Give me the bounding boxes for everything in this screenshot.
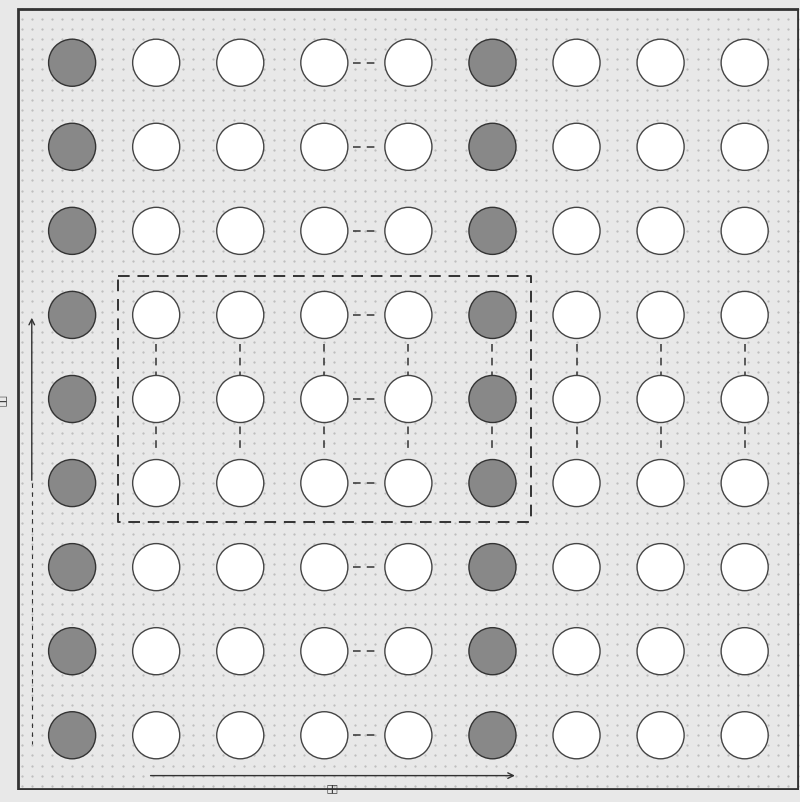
Circle shape	[553, 124, 600, 171]
Circle shape	[217, 40, 264, 87]
Circle shape	[469, 40, 516, 87]
Circle shape	[49, 376, 96, 423]
Circle shape	[385, 712, 432, 759]
Circle shape	[553, 40, 600, 87]
Circle shape	[49, 208, 96, 255]
Circle shape	[217, 628, 264, 675]
Circle shape	[133, 124, 180, 171]
Circle shape	[637, 40, 684, 87]
Circle shape	[133, 628, 180, 675]
Circle shape	[133, 544, 180, 591]
Circle shape	[721, 292, 768, 339]
Circle shape	[721, 124, 768, 171]
Circle shape	[721, 544, 768, 591]
Circle shape	[637, 460, 684, 507]
Circle shape	[385, 460, 432, 507]
Circle shape	[721, 712, 768, 759]
Circle shape	[637, 292, 684, 339]
Circle shape	[301, 208, 348, 255]
Circle shape	[553, 208, 600, 255]
Circle shape	[49, 40, 96, 87]
Circle shape	[301, 544, 348, 591]
Circle shape	[469, 376, 516, 423]
Circle shape	[385, 544, 432, 591]
Circle shape	[469, 712, 516, 759]
Circle shape	[301, 124, 348, 171]
Circle shape	[301, 376, 348, 423]
Circle shape	[49, 544, 96, 591]
Circle shape	[721, 628, 768, 675]
Circle shape	[721, 40, 768, 87]
Circle shape	[385, 628, 432, 675]
Circle shape	[637, 712, 684, 759]
Circle shape	[553, 292, 600, 339]
Circle shape	[49, 712, 96, 759]
Circle shape	[301, 292, 348, 339]
Circle shape	[553, 628, 600, 675]
Circle shape	[301, 40, 348, 87]
Circle shape	[385, 124, 432, 171]
Circle shape	[469, 628, 516, 675]
Circle shape	[553, 376, 600, 423]
Circle shape	[469, 292, 516, 339]
Text: 时域: 时域	[327, 783, 338, 792]
Circle shape	[553, 712, 600, 759]
Circle shape	[469, 460, 516, 507]
Circle shape	[469, 124, 516, 171]
Circle shape	[721, 460, 768, 507]
Circle shape	[133, 208, 180, 255]
Circle shape	[385, 208, 432, 255]
Circle shape	[301, 712, 348, 759]
Circle shape	[385, 292, 432, 339]
Circle shape	[217, 208, 264, 255]
Circle shape	[637, 628, 684, 675]
Circle shape	[133, 712, 180, 759]
Circle shape	[49, 460, 96, 507]
Circle shape	[49, 628, 96, 675]
Circle shape	[637, 544, 684, 591]
Circle shape	[49, 124, 96, 171]
Circle shape	[637, 376, 684, 423]
Circle shape	[721, 376, 768, 423]
Circle shape	[217, 292, 264, 339]
Circle shape	[133, 460, 180, 507]
Circle shape	[133, 376, 180, 423]
Circle shape	[217, 460, 264, 507]
Circle shape	[49, 292, 96, 339]
Circle shape	[133, 292, 180, 339]
Circle shape	[721, 208, 768, 255]
Circle shape	[217, 712, 264, 759]
Circle shape	[301, 628, 348, 675]
Circle shape	[637, 208, 684, 255]
Circle shape	[469, 544, 516, 591]
Circle shape	[217, 544, 264, 591]
Circle shape	[469, 208, 516, 255]
Text: 载波: 载波	[0, 394, 6, 405]
Circle shape	[553, 544, 600, 591]
Circle shape	[637, 124, 684, 171]
Circle shape	[217, 124, 264, 171]
Circle shape	[385, 376, 432, 423]
Circle shape	[217, 376, 264, 423]
Circle shape	[301, 460, 348, 507]
Circle shape	[385, 40, 432, 87]
Circle shape	[133, 40, 180, 87]
Circle shape	[553, 460, 600, 507]
